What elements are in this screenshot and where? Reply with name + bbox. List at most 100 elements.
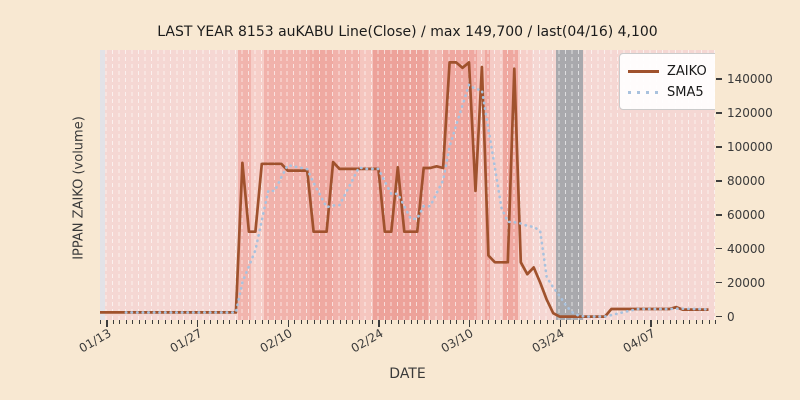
x-minor-tick (255, 320, 257, 324)
x-minor-tick (475, 320, 477, 324)
y-tick-mark (716, 316, 722, 318)
x-minor-tick (404, 320, 406, 324)
x-axis-label: DATE (389, 366, 426, 382)
x-minor-tick (397, 320, 399, 324)
x-minor-tick (708, 320, 710, 324)
x-minor-tick (494, 320, 496, 324)
x-minor-tick (294, 320, 296, 324)
y-tick-mark (716, 180, 722, 182)
x-minor-tick (410, 320, 412, 324)
x-minor-tick (177, 320, 179, 324)
x-minor-tick (624, 320, 626, 324)
x-major-tick (650, 320, 652, 327)
x-minor-tick (371, 320, 373, 324)
x-minor-tick (384, 320, 386, 324)
x-minor-tick (235, 320, 237, 324)
x-minor-tick (112, 320, 114, 324)
x-minor-tick (203, 320, 205, 324)
x-minor-tick (307, 320, 309, 324)
x-minor-tick (158, 320, 160, 324)
x-minor-tick (514, 320, 516, 324)
legend-item-sma5: SMA5 (628, 82, 715, 103)
series-lines (100, 61, 710, 318)
y-tick-mark (716, 248, 722, 250)
x-minor-tick (579, 320, 581, 324)
zaiko-line-swatch (628, 70, 659, 73)
x-minor-tick (572, 320, 574, 324)
x-minor-tick (449, 320, 451, 324)
y-tick-label: 120000 (727, 105, 773, 120)
x-minor-tick (669, 320, 671, 324)
x-minor-tick (100, 320, 101, 324)
x-minor-tick (145, 320, 147, 324)
x-minor-tick (261, 320, 263, 324)
x-minor-tick (604, 320, 606, 324)
x-minor-tick (566, 320, 568, 324)
y-tick-mark (716, 146, 722, 148)
x-minor-tick (527, 320, 529, 324)
x-minor-tick (585, 320, 587, 324)
x-minor-tick (462, 320, 464, 324)
x-tick-label: 02/24 (348, 326, 386, 356)
legend: ZAIKO SMA5 (619, 53, 715, 110)
x-tick-label: 01/13 (76, 326, 114, 356)
x-minor-tick (210, 320, 212, 324)
x-minor-tick (216, 320, 218, 324)
x-minor-tick (346, 320, 347, 324)
x-minor-tick (481, 320, 483, 324)
x-minor-tick (443, 320, 445, 324)
y-tick-label: 80000 (727, 173, 766, 188)
x-tick-label: 01/27 (167, 326, 205, 356)
x-minor-tick (689, 320, 691, 324)
legend-item-zaiko: ZAIKO (628, 61, 715, 82)
x-minor-tick (274, 320, 276, 324)
x-major-tick (197, 320, 199, 327)
x-minor-tick (333, 320, 335, 324)
y-tick-label: 40000 (727, 241, 766, 256)
x-minor-tick (184, 320, 186, 324)
x-minor-tick (695, 320, 697, 324)
x-major-tick (469, 320, 471, 327)
x-minor-tick (339, 320, 341, 324)
x-tick-label: 03/24 (529, 326, 567, 356)
x-minor-tick (320, 320, 322, 324)
x-minor-tick (281, 320, 283, 324)
chart-title: LAST YEAR 8153 auKABU Line(Close) / max … (157, 24, 658, 40)
x-minor-tick (702, 320, 704, 324)
x-minor-tick (417, 320, 419, 324)
x-minor-tick (663, 320, 665, 324)
sma5-line-swatch (628, 91, 659, 94)
x-minor-tick (430, 320, 432, 324)
daily-gridlines (100, 50, 715, 320)
x-minor-tick (643, 320, 645, 324)
x-minor-tick (119, 320, 121, 324)
x-minor-tick (268, 320, 270, 324)
x-tick-label: 04/07 (620, 326, 658, 356)
series-line-sma5 (124, 83, 710, 318)
x-minor-tick (164, 320, 166, 324)
x-minor-tick (248, 320, 250, 324)
x-tick-label: 02/10 (257, 326, 295, 356)
y-axis-label: IPPAN ZAIKO (volume) (71, 116, 87, 260)
legend-label-zaiko: ZAIKO (667, 64, 707, 79)
y-tick-label: 100000 (727, 139, 773, 154)
series-line-zaiko (100, 61, 709, 318)
x-minor-tick (682, 320, 684, 324)
y-tick-label: 0 (727, 309, 735, 324)
y-tick-label: 20000 (727, 275, 766, 290)
x-major-tick (287, 320, 290, 327)
y-tick-mark (716, 112, 722, 114)
legend-label-sma5: SMA5 (667, 85, 704, 100)
y-tick-label: 140000 (727, 71, 773, 86)
x-minor-tick (520, 320, 522, 324)
x-minor-tick (223, 320, 224, 324)
x-minor-tick (630, 320, 632, 324)
x-minor-tick (125, 320, 127, 324)
x-minor-tick (171, 320, 173, 324)
x-minor-tick (229, 320, 231, 324)
x-minor-tick (138, 320, 140, 324)
x-minor-tick (598, 320, 600, 324)
x-minor-tick (488, 320, 490, 324)
x-minor-tick (533, 320, 535, 324)
